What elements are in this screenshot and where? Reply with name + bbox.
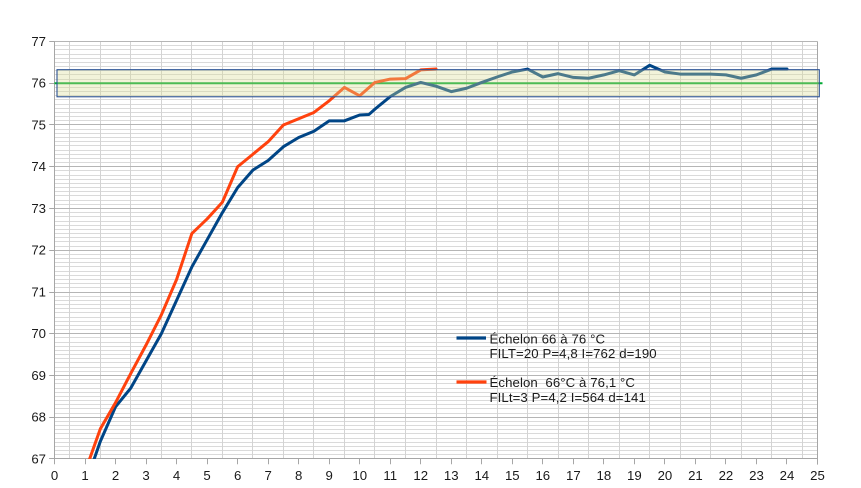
svg-text:18: 18 [597, 468, 612, 483]
svg-text:68: 68 [31, 410, 46, 425]
svg-text:23: 23 [749, 468, 764, 483]
svg-text:13: 13 [444, 468, 459, 483]
svg-text:FILT=20 P=4,8 I=762 d=190: FILT=20 P=4,8 I=762 d=190 [490, 346, 657, 361]
svg-text:24: 24 [780, 468, 795, 483]
svg-text:72: 72 [31, 243, 46, 258]
svg-text:14: 14 [474, 468, 489, 483]
svg-text:16: 16 [535, 468, 550, 483]
svg-text:67: 67 [31, 451, 46, 466]
svg-text:7: 7 [264, 468, 271, 483]
svg-text:75: 75 [31, 117, 46, 132]
svg-text:15: 15 [505, 468, 520, 483]
svg-text:12: 12 [413, 468, 428, 483]
svg-text:2: 2 [112, 468, 119, 483]
svg-text:20: 20 [658, 468, 673, 483]
svg-text:17: 17 [566, 468, 581, 483]
svg-text:77: 77 [31, 34, 46, 49]
svg-text:0: 0 [51, 468, 58, 483]
svg-text:25: 25 [810, 468, 825, 483]
svg-text:9: 9 [326, 468, 333, 483]
svg-text:10: 10 [352, 468, 367, 483]
svg-text:76: 76 [31, 76, 46, 91]
svg-text:5: 5 [203, 468, 210, 483]
svg-text:74: 74 [31, 159, 46, 174]
svg-text:FILt=3 P=4,2 I=564 d=141: FILt=3 P=4,2 I=564 d=141 [490, 390, 646, 405]
svg-text:Échelon 66 à 76 °C: Échelon 66 à 76 °C [490, 331, 606, 346]
svg-text:70: 70 [31, 326, 46, 341]
svg-text:73: 73 [31, 201, 46, 216]
svg-text:19: 19 [627, 468, 642, 483]
svg-text:22: 22 [719, 468, 734, 483]
svg-text:71: 71 [31, 284, 46, 299]
svg-text:21: 21 [688, 468, 703, 483]
svg-text:Échelon 66°C à 76,1 °C: Échelon 66°C à 76,1 °C [490, 375, 636, 390]
svg-text:6: 6 [234, 468, 241, 483]
svg-text:8: 8 [295, 468, 302, 483]
svg-text:3: 3 [142, 468, 149, 483]
svg-text:11: 11 [383, 468, 397, 483]
svg-text:1: 1 [81, 468, 88, 483]
svg-text:69: 69 [31, 368, 46, 383]
svg-text:4: 4 [173, 468, 180, 483]
